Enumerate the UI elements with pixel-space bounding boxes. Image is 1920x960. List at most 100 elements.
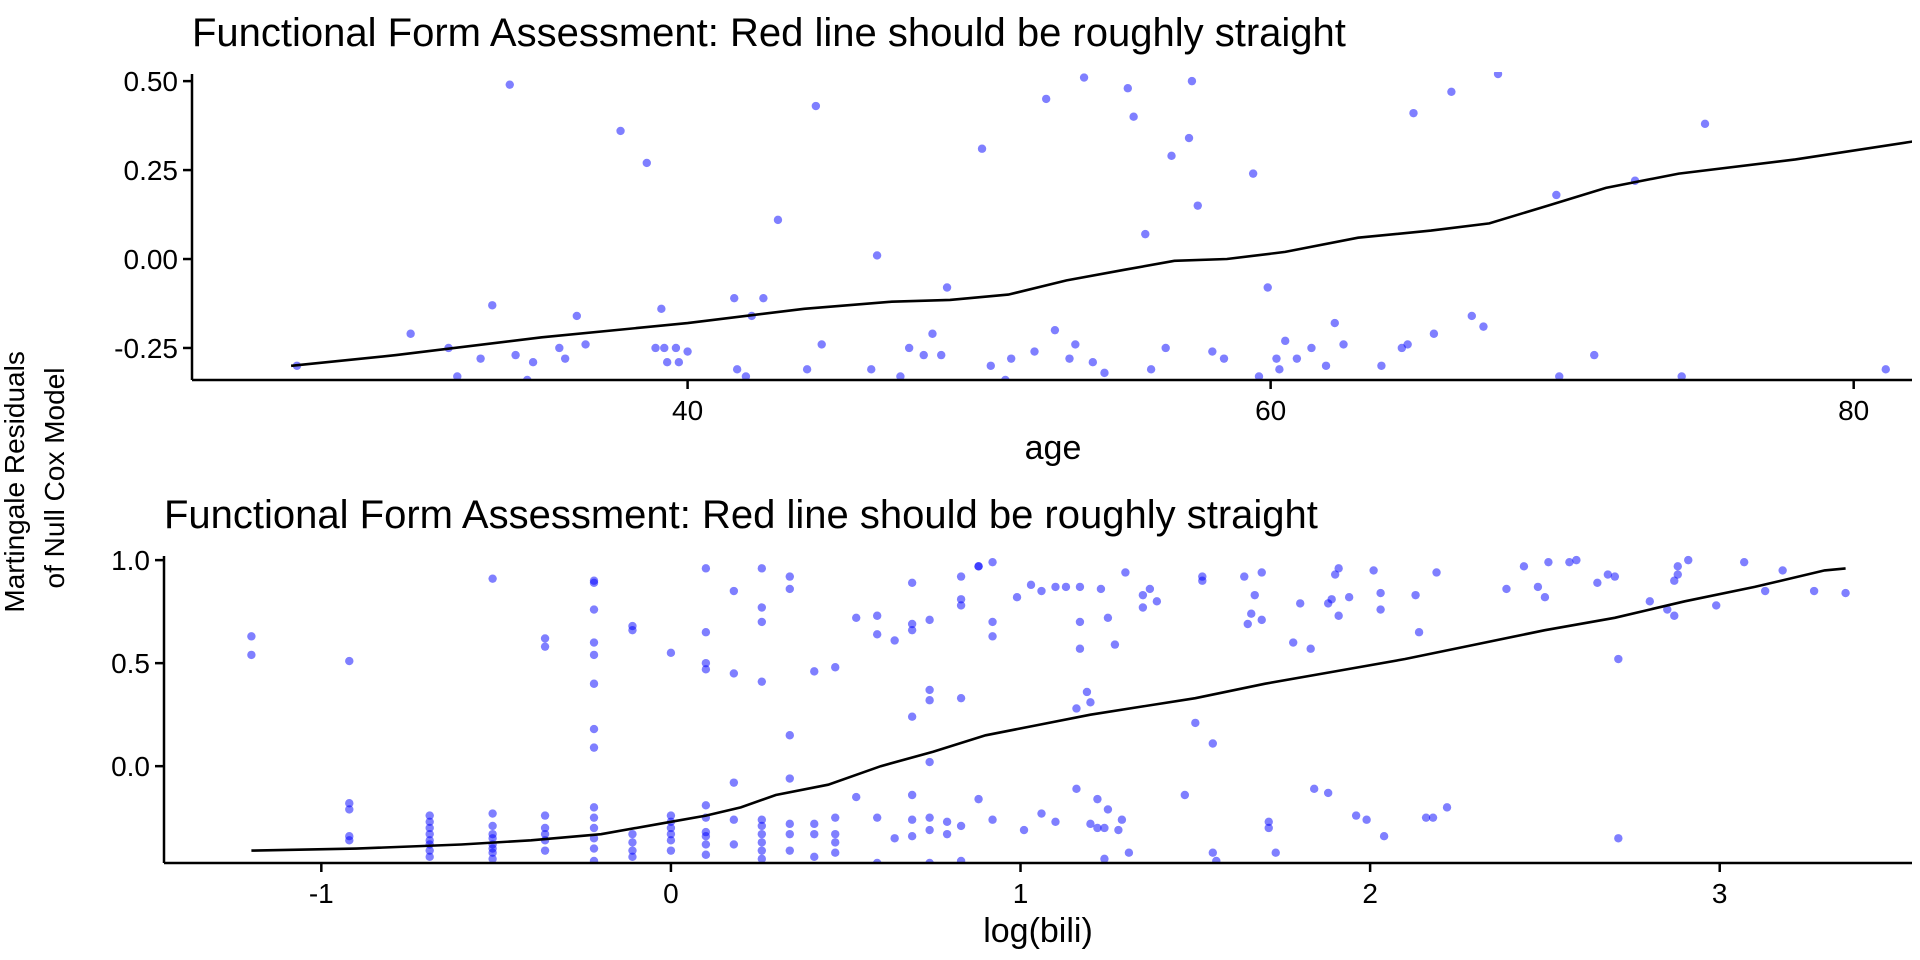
data-point [555,343,564,353]
data-point [666,811,676,820]
data-point [345,799,354,808]
data-point [1344,593,1354,602]
data-point [1614,654,1623,664]
data-point [986,361,995,370]
data-point [1117,815,1127,824]
data-point [1037,809,1046,818]
data-point [1411,590,1420,600]
data-point [1429,329,1439,338]
data-point [628,838,637,847]
shared-y-axis-label: Martingale Residuals of Null Cox Model [0,343,70,612]
data-point [345,836,354,845]
data-point [729,669,739,678]
data-point [757,677,767,686]
data-point [1123,84,1132,93]
data-point [1141,229,1150,239]
data-point [1212,856,1221,863]
data-point [925,615,934,625]
smooth-line-age [290,140,1912,368]
data-point [1275,365,1284,374]
data-point [988,632,997,641]
data-point [1502,584,1511,594]
data-point [1051,582,1060,592]
data-point [488,301,497,310]
chart-title-age: Functional Form Assessment: Red line sho… [192,11,1346,55]
data-point [540,829,550,839]
data-point [1065,354,1074,363]
data-point [785,774,794,783]
data-point [1257,568,1266,577]
data-point [1129,112,1138,121]
data-point [974,794,983,804]
data-point [729,778,739,787]
data-point [757,829,767,839]
scatter-points-log-bili [247,555,1850,863]
data-point [247,650,256,660]
data-point [1281,336,1290,346]
data-point [589,650,599,660]
data-point [674,358,684,367]
data-point [919,350,928,360]
data-point [1193,201,1202,210]
data-point [1409,108,1418,118]
data-point [1670,611,1679,620]
data-point [907,815,917,824]
data-point [1590,350,1599,360]
data-point [810,819,819,829]
data-point [1138,603,1148,612]
data-point [1327,595,1336,604]
data-point [890,636,899,645]
data-point [896,372,905,380]
data-point [1321,361,1331,370]
data-point [925,813,934,822]
data-point [785,846,794,855]
data-point [345,656,354,666]
ticks-age: 40 60 80 0.50 0.25 0.00 -0.25 [114,66,1869,426]
data-point [528,358,538,367]
data-point [831,663,840,672]
data-point [1339,340,1348,349]
y-tick-label-age: 0.25 [124,155,179,186]
data-point [942,829,952,839]
smoothed-fit-line [290,140,1912,368]
data-point [589,803,599,812]
data-point [488,854,497,863]
data-point [666,823,676,833]
x-tick-label-age: 80 [1838,395,1869,426]
data-point [660,343,669,353]
data-point [488,834,497,843]
x-tick-label-log-bili: 3 [1712,878,1728,909]
data-point [988,557,997,567]
data-point [942,283,952,292]
data-point [1037,586,1046,596]
data-point [1841,588,1850,598]
data-point [1071,340,1080,349]
data-point [453,372,462,380]
data-point [1552,190,1561,200]
y-tick-label-age: 0.50 [124,66,179,97]
data-point [1593,578,1602,587]
data-point [1330,318,1339,328]
data-point [729,840,739,849]
data-point [1012,593,1022,602]
data-point [852,792,861,802]
data-point [1428,813,1438,822]
data-point [701,840,711,849]
data-point [560,354,570,363]
data-point [1088,358,1098,367]
data-point [956,601,966,610]
data-point [701,850,711,859]
data-point [540,642,550,651]
data-point [247,632,256,641]
data-point [831,813,840,822]
data-point [1072,784,1081,794]
data-point [1712,601,1721,610]
data-point [1030,347,1039,356]
data-point [1432,568,1441,577]
data-point [505,80,514,89]
data-point [852,613,861,623]
data-point [1645,597,1655,606]
data-point [1673,570,1682,579]
data-point [759,293,768,303]
y-tick-label-age: 0.00 [124,244,179,275]
